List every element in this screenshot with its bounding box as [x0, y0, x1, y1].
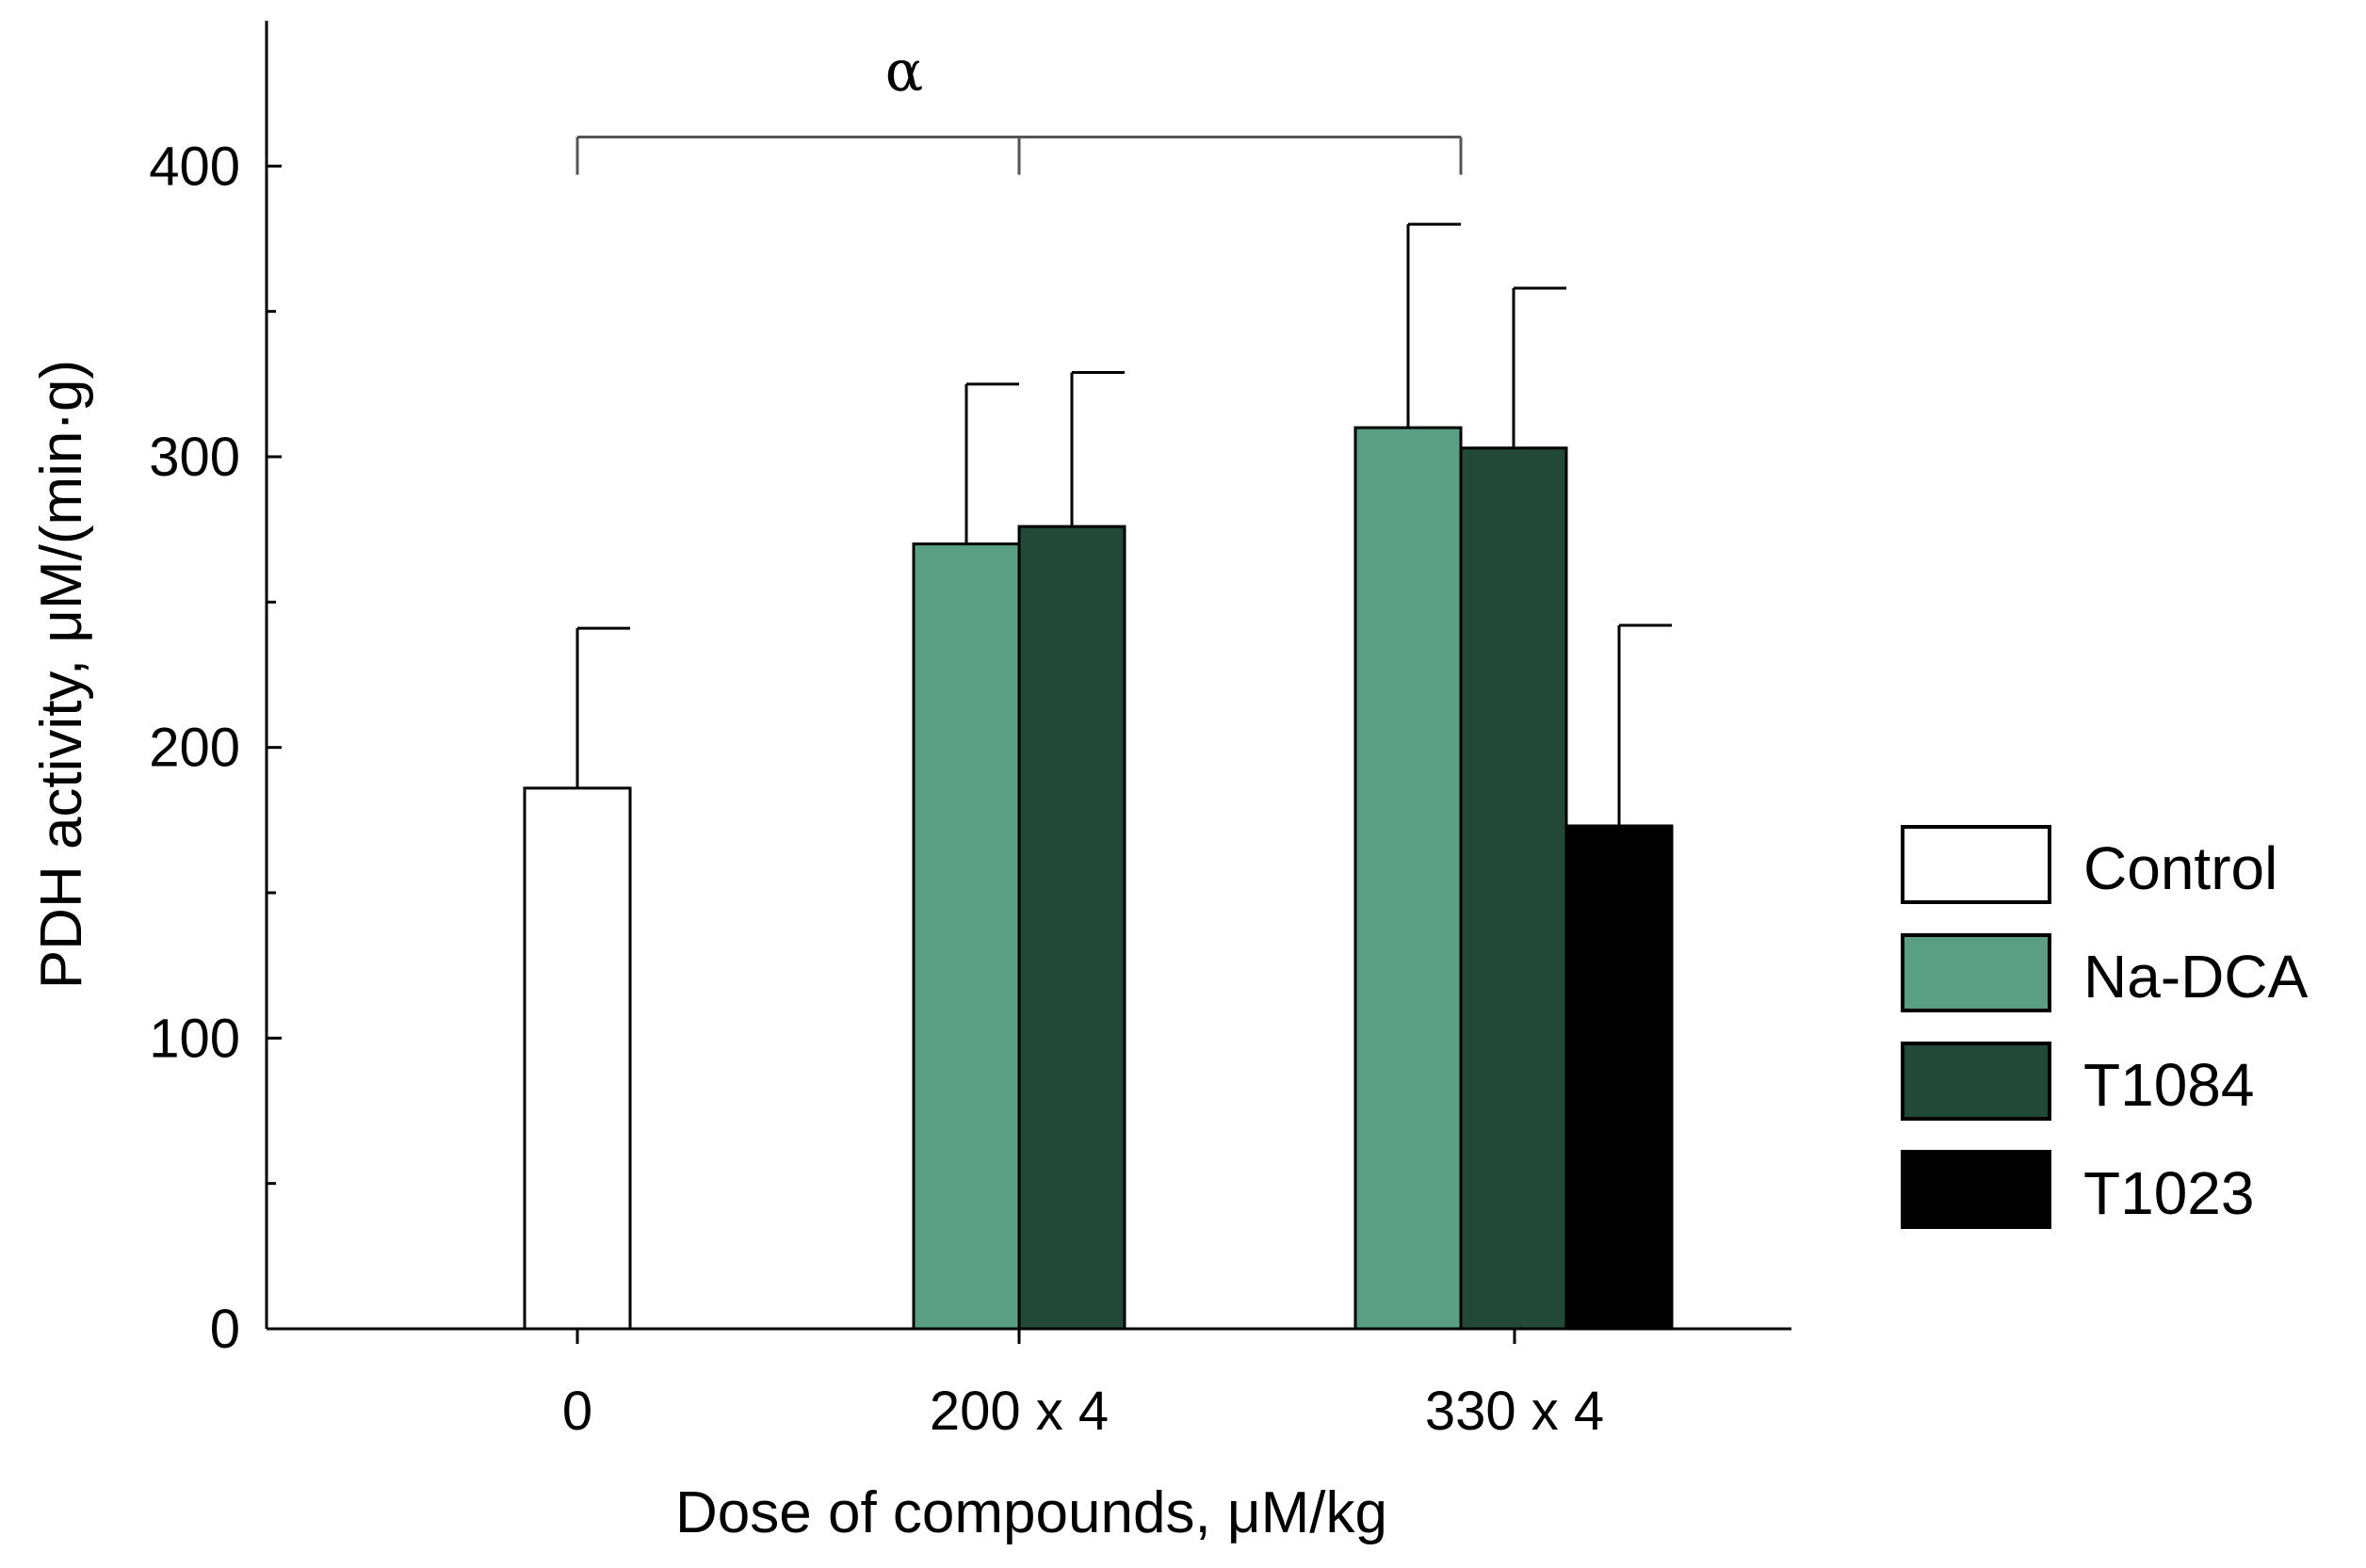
- x-tick-label: 0: [562, 1381, 592, 1442]
- legend-label: T1023: [2083, 1159, 2254, 1227]
- x-tick-label: 330 x 4: [1425, 1381, 1604, 1442]
- y-tick-label: 100: [149, 1008, 240, 1069]
- legend-label: Na-DCA: [2083, 943, 2309, 1010]
- error-bars: [575, 222, 1672, 827]
- significance-annotation: α: [575, 39, 1463, 175]
- y-tick-label: 0: [210, 1299, 240, 1360]
- legend: Control Na-DCA T1084 T1023: [1901, 825, 2309, 1229]
- bar-control-0: [523, 786, 632, 1331]
- x-tick-label: 200 x 4: [930, 1381, 1109, 1442]
- significance-label: α: [885, 39, 924, 105]
- bars: [523, 426, 1674, 1331]
- bar-t1084-1: [1017, 525, 1126, 1331]
- bar-t1023-2: [1564, 824, 1674, 1331]
- axes: 0 100 200 300 400 0 200 x 4 330 x 4: [149, 21, 1791, 1442]
- bar-na-dca-1: [912, 542, 1021, 1331]
- legend-swatch-t1023: [1901, 1150, 2051, 1229]
- legend-swatch-control: [1901, 825, 2051, 904]
- y-tick-label: 400: [149, 136, 240, 197]
- legend-label: Control: [2083, 834, 2277, 902]
- legend-swatch-na-dca: [1901, 933, 2051, 1012]
- legend-label: T1084: [2083, 1051, 2254, 1119]
- legend-swatch-t1084: [1901, 1042, 2051, 1121]
- bar-na-dca-2: [1353, 426, 1463, 1331]
- y-axis-title: PDH activity, μM/(min·g): [29, 360, 94, 989]
- bar-t1084-2: [1459, 446, 1568, 1331]
- x-axis-title: Dose of compounds, μM/kg: [675, 1480, 1387, 1545]
- y-tick-label: 200: [149, 718, 240, 779]
- y-tick-label: 300: [149, 427, 240, 488]
